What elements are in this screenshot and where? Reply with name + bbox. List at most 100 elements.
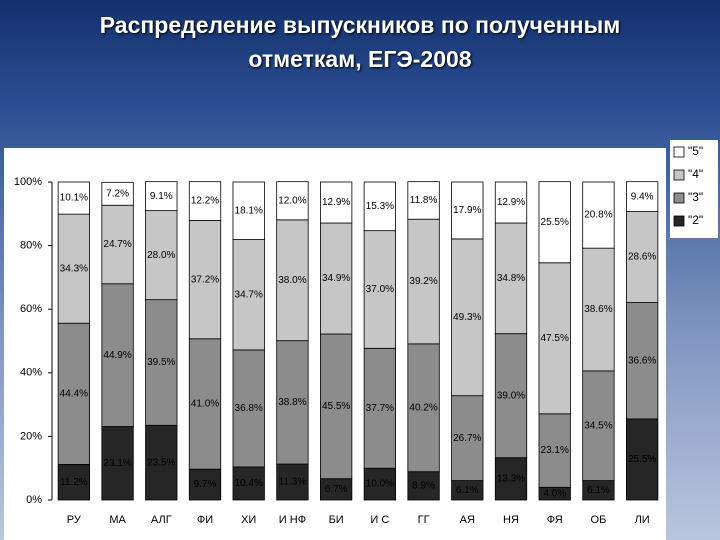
value-label: 23.1% [541, 445, 569, 456]
bar-segment [188, 220, 222, 340]
value-label: 13.3% [497, 473, 525, 484]
x-tick-label: ФЯ [547, 514, 563, 526]
bar-segment [494, 457, 528, 501]
value-label: 6.1% [587, 485, 610, 496]
bar-segment [363, 230, 396, 349]
value-label: 12.0% [278, 195, 306, 206]
y-tick-label: 20% [20, 430, 42, 442]
bar-segment [626, 418, 659, 501]
bar-segment [494, 222, 528, 335]
bar-segment [276, 340, 309, 465]
bar-segment [188, 468, 222, 501]
bar-segment [320, 222, 353, 335]
x-tick-label: АЯ [460, 514, 475, 526]
value-label: 10.0% [366, 479, 394, 490]
bar-segment [451, 238, 484, 397]
value-label: 7.2% [106, 188, 129, 199]
value-label: 9.1% [150, 191, 173, 202]
bar-segment [407, 218, 440, 345]
value-label: 34.3% [60, 263, 88, 274]
value-label: 39.0% [497, 390, 525, 401]
value-label: 34.7% [235, 289, 263, 300]
bar-segment [276, 463, 309, 501]
value-label: 17.9% [453, 205, 481, 216]
value-label: 36.8% [235, 403, 263, 414]
value-label: 12.2% [191, 196, 219, 207]
x-tick-label: ХИ [241, 514, 256, 526]
value-label: 20.8% [584, 210, 612, 221]
legend-label: "5" [688, 144, 703, 158]
bar-segment [320, 333, 353, 480]
value-label: 26.7% [453, 433, 481, 444]
bar-segment [101, 283, 134, 427]
x-tick-label: РУ [67, 514, 82, 526]
legend-label: "2" [688, 213, 703, 227]
x-tick-label: БИ [329, 514, 344, 526]
bar-segment [582, 247, 615, 372]
bar-segment [538, 181, 571, 264]
legend-swatch [673, 169, 685, 181]
value-label: 37.2% [191, 274, 219, 285]
bar-segment [276, 219, 309, 342]
value-label: 12.9% [497, 197, 525, 208]
bar-segment [320, 181, 353, 224]
value-label: 4.0% [543, 488, 566, 499]
bar-segment [407, 181, 440, 220]
x-tick-label: И НФ [279, 514, 306, 526]
bar-segment [57, 181, 90, 215]
bar-segment [57, 213, 90, 324]
value-label: 25.5% [541, 217, 569, 228]
y-tick-label: 100% [14, 176, 42, 188]
bar-segment [407, 471, 440, 501]
bar-segment [626, 181, 659, 212]
value-label: 11.3% [279, 477, 307, 488]
bar-segment [101, 204, 134, 285]
value-label: 37.7% [366, 403, 394, 414]
bar-segment [101, 181, 134, 206]
bar-segment [232, 349, 265, 468]
x-tick-label: НЯ [503, 514, 519, 526]
value-label: 23.5% [147, 457, 175, 468]
value-label: 34.8% [497, 273, 525, 284]
value-label: 44.9% [103, 350, 131, 361]
bar-segment [232, 239, 265, 351]
bar-segment [188, 338, 222, 470]
value-label: 38.6% [584, 304, 612, 315]
value-label: 25.5% [628, 454, 656, 465]
x-tick-label: АЛГ [151, 514, 172, 526]
bar-segment [363, 347, 396, 469]
value-label: 11.8% [410, 195, 438, 206]
value-label: 38.8% [278, 397, 306, 408]
value-label: 36.6% [628, 355, 656, 366]
y-tick-label: 80% [20, 240, 42, 252]
bar-segment [57, 322, 90, 465]
value-label: 39.5% [147, 357, 175, 368]
chart-title: Распределение выпускников по полученным … [99, 12, 621, 72]
bar-segment [101, 426, 134, 501]
bar-segment [538, 413, 571, 488]
value-label: 23.1% [103, 458, 131, 469]
y-tick-label: 0% [26, 494, 42, 506]
value-label: 44.4% [60, 388, 88, 399]
y-tick-label: 60% [20, 303, 42, 315]
x-tick-label: ГГ [418, 514, 430, 526]
bar-segment [188, 181, 222, 221]
value-label: 45.5% [322, 401, 350, 412]
bar-segment [363, 181, 396, 232]
bar-segment [451, 395, 484, 482]
value-label: 8.9% [412, 480, 435, 491]
value-label: 34.5% [584, 420, 612, 431]
value-label: 38.0% [278, 275, 306, 286]
bar-segment [582, 181, 615, 249]
legend-label: "3" [688, 190, 703, 204]
value-label: 28.6% [628, 252, 656, 263]
bar-segment [232, 466, 265, 501]
value-label: 49.3% [453, 312, 481, 323]
value-label: 10.4% [235, 478, 263, 489]
bar-segment [363, 467, 396, 501]
bar-segment [451, 181, 484, 240]
value-label: 9.7% [194, 479, 217, 490]
value-label: 39.2% [409, 276, 437, 287]
